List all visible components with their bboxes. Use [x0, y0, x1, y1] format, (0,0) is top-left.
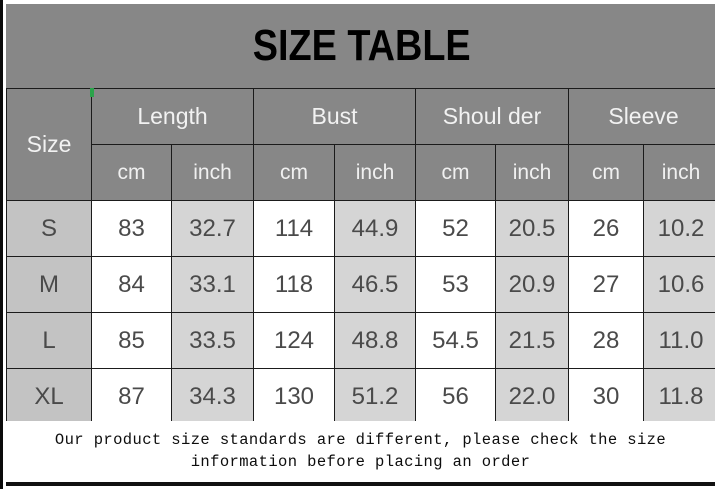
cell-bust-cm: 124 — [253, 312, 336, 369]
cell-length-inch: 33.1 — [170, 256, 255, 313]
cell-bust-cm: 130 — [253, 368, 336, 425]
cell-sleeve-cm: 26 — [568, 200, 645, 257]
footer-note: Our product size standards are different… — [6, 421, 715, 486]
cell-sleeve-cm: 28 — [568, 312, 645, 369]
cell-size: M — [6, 256, 92, 313]
cell-sleeve-inch: 11.8 — [643, 368, 715, 425]
cell-length-inch: 33.5 — [170, 312, 255, 369]
cell-length-cm: 83 — [91, 200, 172, 257]
cell-sleeve-inch: 11.0 — [643, 312, 715, 369]
cell-bust-inch: 48.8 — [334, 312, 417, 369]
size-chart-table: Size Length Bust Shoul der Sleeve cm inc… — [6, 88, 715, 425]
cell-sleeve-cm: 30 — [568, 368, 645, 425]
green-artifact-mark — [90, 88, 94, 97]
cell-bust-inch: 51.2 — [334, 368, 417, 425]
header-unit-row: cm inch cm inch cm inch cm inch — [7, 144, 715, 201]
cell-length-inch: 32.7 — [170, 200, 255, 257]
cell-bust-inch: 46.5 — [334, 256, 417, 313]
cell-shoulder-inch: 22.0 — [495, 368, 570, 425]
header-unit-length-cm: cm — [91, 144, 172, 201]
header-unit-bust-cm: cm — [253, 144, 336, 201]
cell-size: S — [6, 200, 92, 257]
cell-bust-cm: 118 — [253, 256, 336, 313]
page-title: SIZE TABLE — [253, 21, 471, 70]
table-row: S 83 32.7 114 44.9 52 20.5 26 10.2 — [6, 200, 715, 257]
table-row: XL 87 34.3 130 51.2 56 22.0 30 11.8 — [6, 368, 715, 425]
table-body: S 83 32.7 114 44.9 52 20.5 26 10.2 M 84 … — [6, 200, 715, 425]
cell-bust-cm: 114 — [253, 200, 336, 257]
cell-size: XL — [6, 368, 92, 425]
table-row: L 85 33.5 124 48.8 54.5 21.5 28 11.0 — [6, 312, 715, 369]
cell-shoulder-inch: 20.9 — [495, 256, 570, 313]
cell-shoulder-cm: 52 — [415, 200, 497, 257]
table-row: M 84 33.1 118 46.5 53 20.9 27 10.6 — [6, 256, 715, 313]
cell-length-inch: 34.3 — [170, 368, 255, 425]
header-unit-shoulder-inch: inch — [495, 144, 570, 201]
cell-bust-inch: 44.9 — [334, 200, 417, 257]
cell-shoulder-cm: 54.5 — [415, 312, 497, 369]
footer-note-text: Our product size standards are different… — [54, 431, 667, 472]
header-group-shoulder: Shoul der — [415, 88, 570, 145]
header-unit-length-inch: inch — [170, 144, 255, 201]
header-group-sleeve: Sleeve — [568, 88, 715, 145]
cell-shoulder-cm: 53 — [415, 256, 497, 313]
header-unit-sleeve-cm: cm — [568, 144, 645, 201]
cell-sleeve-inch: 10.6 — [643, 256, 715, 313]
cell-shoulder-inch: 21.5 — [495, 312, 570, 369]
cell-shoulder-cm: 56 — [415, 368, 497, 425]
header-size: Size — [6, 88, 92, 201]
header-group-length: Length — [90, 88, 255, 145]
header-unit-shoulder-cm: cm — [415, 144, 497, 201]
cell-length-cm: 87 — [91, 368, 172, 425]
header-group-row: Size Length Bust Shoul der Sleeve — [6, 88, 715, 201]
cell-size: L — [6, 312, 92, 369]
title-banner: SIZE TABLE — [6, 4, 715, 88]
header-group-bust: Bust — [253, 88, 417, 145]
cell-length-cm: 85 — [91, 312, 172, 369]
table-header: Size Length Bust Shoul der Sleeve cm inc… — [6, 88, 715, 201]
cell-shoulder-inch: 20.5 — [495, 200, 570, 257]
cell-length-cm: 84 — [91, 256, 172, 313]
cell-sleeve-inch: 10.2 — [643, 200, 715, 257]
header-unit-bust-inch: inch — [334, 144, 417, 201]
cell-sleeve-cm: 27 — [568, 256, 645, 313]
header-unit-sleeve-inch: inch — [643, 144, 715, 201]
